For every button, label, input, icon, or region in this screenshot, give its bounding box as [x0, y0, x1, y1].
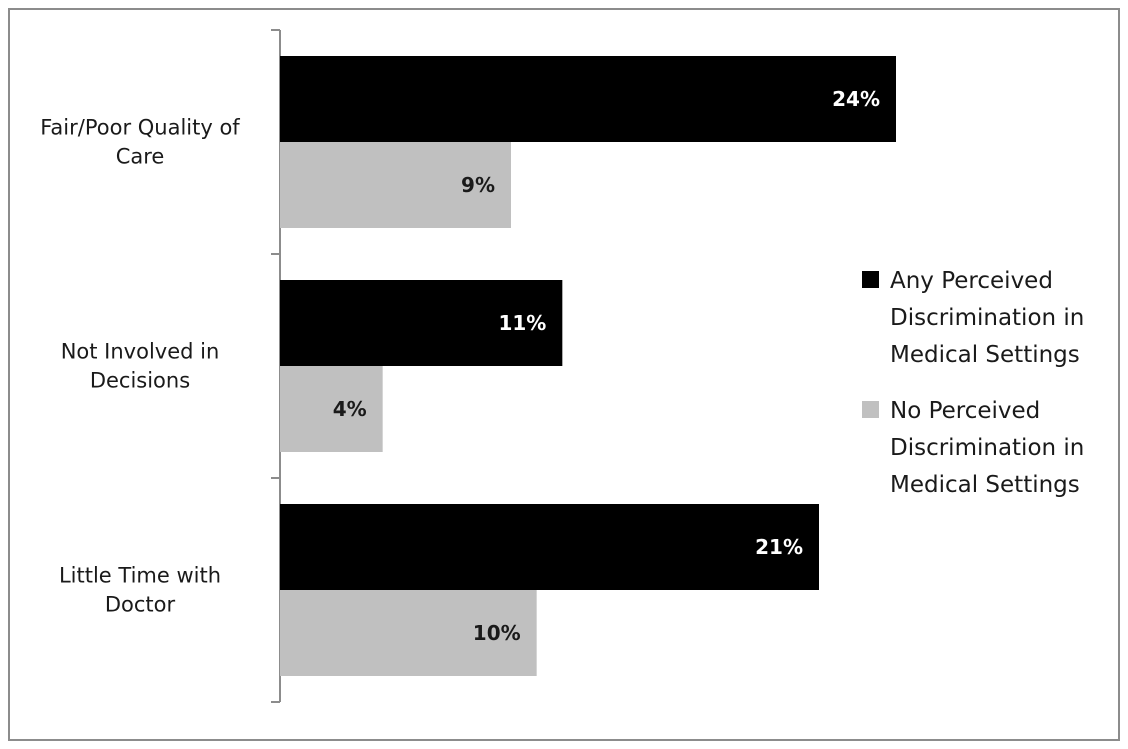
- bar-data-label: 10%: [473, 621, 521, 645]
- legend-swatch: [862, 401, 879, 418]
- bar: [280, 56, 896, 142]
- legend-entry: No Perceived Discrimination in Medical Set…: [890, 398, 1084, 498]
- category-label: Not Involved in Decisions: [61, 340, 220, 393]
- legend-entry-line: Discrimination in: [890, 305, 1084, 331]
- category-label-line: Fair/Poor Quality of: [40, 116, 240, 140]
- category-label: Little Time with Doctor: [59, 564, 221, 617]
- axis-layer: [271, 29, 281, 703]
- category-label-line: Doctor: [105, 593, 176, 617]
- legend-swatch: [862, 271, 879, 288]
- bar: [280, 142, 511, 228]
- category-label-line: Decisions: [90, 369, 190, 393]
- legend-entry-line: Discrimination in: [890, 435, 1084, 461]
- bar-data-label: 24%: [832, 87, 880, 111]
- bar-data-label: 21%: [755, 535, 803, 559]
- legend-entry-line: Medical Settings: [890, 342, 1080, 368]
- category-label: Fair/Poor Quality of Care: [40, 116, 240, 169]
- category-label-line: Care: [116, 145, 165, 169]
- legend-entry-line: No Perceived: [890, 398, 1040, 424]
- category-label-line: Not Involved in: [61, 340, 220, 364]
- bar-data-label: 11%: [498, 311, 546, 335]
- bar-data-label: 9%: [461, 173, 495, 197]
- bar: [280, 590, 537, 676]
- legend-entry-line: Any Perceived: [890, 268, 1053, 294]
- legend: Any Perceived Discrimination in Medical Se…: [862, 268, 1084, 498]
- legend-entry-line: Medical Settings: [890, 472, 1080, 498]
- bar-data-label: 4%: [333, 397, 367, 421]
- bar: [280, 280, 563, 366]
- category-label-line: Little Time with: [59, 564, 221, 588]
- bar: [280, 504, 819, 590]
- bar-layer: [280, 56, 896, 676]
- bar: [280, 366, 383, 452]
- legend-entry: Any Perceived Discrimination in Medical Se…: [890, 268, 1084, 368]
- label-layer: Fair/Poor Quality of Care 24% 9% Not Involve…: [40, 87, 880, 645]
